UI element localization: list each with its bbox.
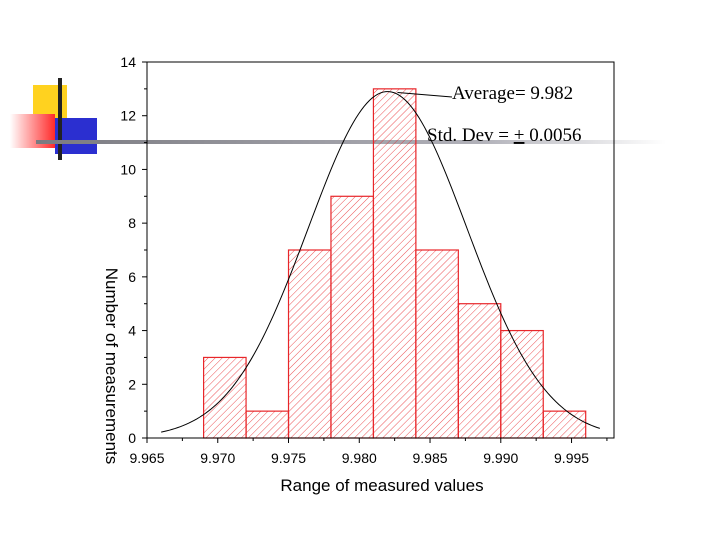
x-axis-label: Range of measured values <box>280 476 483 495</box>
histogram-bar-9 <box>542 410 587 439</box>
y-tick-label: 4 <box>128 323 136 339</box>
y-tick-label: 8 <box>128 215 136 231</box>
normal-fit-curve <box>161 91 601 433</box>
x-tick-label: 9.980 <box>342 450 377 466</box>
std-dev-annotation: Std. Dev = + 0.0056 <box>427 125 581 146</box>
y-axis-label: Number of measurements <box>102 268 121 465</box>
histogram-bar-7 <box>457 303 502 439</box>
average-leader-line <box>397 92 453 98</box>
x-tick-label: 9.985 <box>413 450 448 466</box>
x-axis-ticks: 9.965 9.970 9.975 9.980 9.985 9.990 9.995 <box>129 438 608 466</box>
histogram-bar-2 <box>245 410 290 439</box>
logo-horizontal-line <box>36 140 666 144</box>
std-dev-prefix: Std. Dev = <box>427 125 514 146</box>
x-tick-label: 9.990 <box>483 450 518 466</box>
y-tick-label: 10 <box>120 161 136 177</box>
histogram-bar-1 <box>203 356 247 439</box>
std-dev-value: 0.0056 <box>524 125 581 146</box>
y-tick-label: 2 <box>128 376 136 392</box>
y-tick-label: 12 <box>120 108 136 124</box>
y-tick-label: 0 <box>128 430 136 446</box>
y-axis-ticks: 0 2 4 6 8 10 12 14 <box>120 54 147 446</box>
x-tick-label: 9.995 <box>554 450 589 466</box>
plus-minus-sign: + <box>514 125 525 146</box>
average-annotation: Average= 9.982 <box>452 83 573 104</box>
histogram-bar-3 <box>287 249 332 439</box>
slide-logo <box>10 78 666 160</box>
histogram-bar-4 <box>330 195 375 439</box>
bars-layer <box>203 88 587 439</box>
x-tick-label: 9.975 <box>271 450 306 466</box>
x-tick-label: 9.970 <box>200 450 235 466</box>
histogram-bar-6 <box>415 249 459 439</box>
y-tick-label: 6 <box>128 269 136 285</box>
logo-vertical-bar <box>58 78 62 160</box>
histogram-bar-8 <box>500 329 544 439</box>
histogram-bar-5 <box>372 88 417 439</box>
x-tick-label: 9.965 <box>129 450 164 466</box>
y-tick-label: 14 <box>120 54 136 70</box>
